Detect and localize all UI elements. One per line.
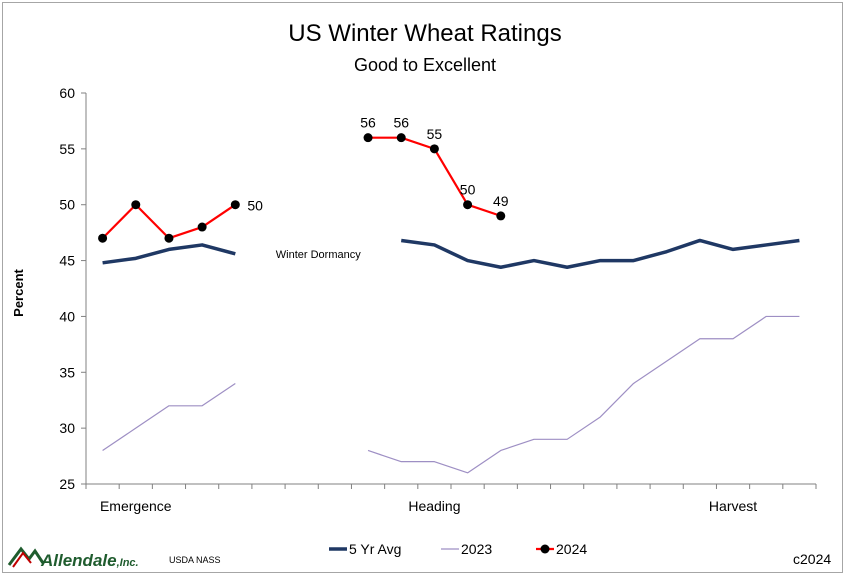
series-2024: 50 56 56 55 50 49 (98, 115, 509, 243)
data-label: 56 (360, 115, 376, 131)
y-tick-label: 55 (59, 141, 75, 157)
data-label: 55 (427, 126, 443, 142)
series-line (102, 382, 236, 451)
y-tick-label: 50 (59, 197, 75, 213)
logo-brand-text: Allendale,Inc. (40, 551, 139, 570)
series-2023 (102, 315, 800, 474)
legend-item: 5 Yr Avg (329, 541, 401, 557)
y-tick-label: 30 (59, 420, 75, 436)
logo-mark-icon (7, 546, 45, 568)
legend-marker (540, 544, 550, 554)
y-tick-label: 45 (59, 253, 75, 269)
legend-item: 2024 (536, 541, 587, 557)
x-tick-label: Emergence (100, 498, 172, 514)
y-tick-label: 25 (59, 476, 75, 492)
x-tick-label: Heading (408, 498, 460, 514)
axes: 25 30 35 40 45 50 55 60 Emergence Heading Harvest (59, 85, 817, 514)
chart-svg: US Winter Wheat Ratings Good to Excellen… (7, 20, 831, 570)
legend-label: 5 Yr Avg (349, 541, 401, 557)
legend-item: 2023 (441, 541, 492, 557)
data-point (131, 200, 141, 210)
series-line (400, 238, 800, 270)
legend: 5 Yr Avg 2023 2024 (329, 541, 587, 557)
y-tick-label: 40 (59, 308, 75, 324)
chart-subtitle: Good to Excellent (354, 55, 496, 75)
series-5-yr-avg (102, 238, 800, 270)
data-label: 50 (247, 198, 263, 214)
y-axis-label: Percent (11, 268, 26, 316)
series-line (101, 203, 236, 240)
legend-label: 2023 (461, 541, 492, 557)
data-point (98, 233, 108, 243)
data-label: 56 (393, 115, 409, 131)
data-label: 50 (460, 182, 476, 198)
data-point (363, 133, 373, 143)
y-tick-label: 35 (59, 364, 75, 380)
data-point (230, 200, 240, 210)
chart-title: US Winter Wheat Ratings (288, 20, 561, 47)
logo-brand: Allendale (40, 551, 117, 570)
data-point (429, 144, 439, 154)
y-tick-label: 60 (59, 85, 75, 101)
data-point (197, 222, 207, 232)
allendale-logo: Allendale,Inc. (7, 546, 139, 570)
series-line (367, 315, 800, 474)
logo-brand-suffix: ,Inc. (116, 557, 139, 569)
series-line (102, 243, 236, 265)
copyright-text: c2024 (793, 551, 831, 567)
source-text: USDA NASS (169, 555, 221, 565)
legend-label: 2024 (556, 541, 587, 557)
x-tick-label: Harvest (709, 498, 757, 514)
plot-area: 50 56 56 55 50 49 Winter Dormancy (98, 115, 800, 474)
data-label: 49 (493, 193, 509, 209)
data-point (396, 133, 406, 143)
annotation-winter-dormancy: Winter Dormancy (276, 249, 361, 261)
data-point (463, 200, 473, 210)
data-point (164, 233, 174, 243)
data-point (496, 211, 506, 221)
